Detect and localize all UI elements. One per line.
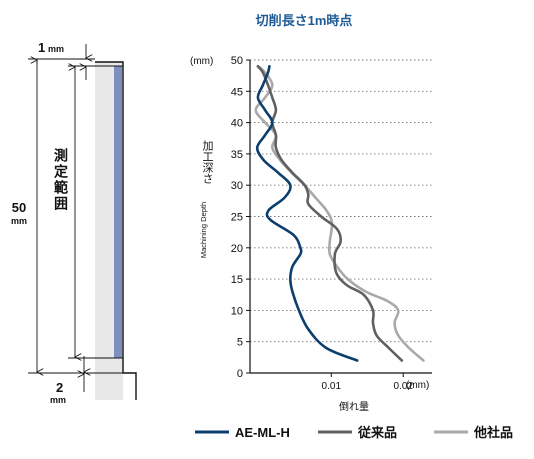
measurement-strip	[114, 66, 122, 358]
x-unit-label: (mm)	[406, 380, 429, 391]
y-tick-label: 0	[237, 368, 243, 380]
y-tick-label: 20	[231, 243, 243, 255]
y-tick-label: 45	[231, 86, 243, 98]
range-label-bg	[52, 178, 70, 244]
total-dim-unit: mm	[11, 216, 27, 226]
y-ticks: 0 5 10 15 20 25 30 35 40 45 50	[231, 55, 250, 380]
chart-title: 切削長さ1m時点	[256, 13, 353, 28]
x-tick-label: 0.02	[393, 381, 413, 392]
top-dim-value: 1	[38, 40, 45, 55]
y-tick-label: 15	[231, 274, 243, 286]
legend-label-1: 従来品	[357, 425, 397, 440]
y-tick-label: 10	[231, 305, 243, 317]
x-ticks: 0.01 0.02	[322, 373, 413, 392]
legend-label-2: 他社品	[473, 425, 513, 440]
series-line-1	[256, 65, 404, 362]
tool-diagram: 1 mm 50 mm 測定範囲 2 mm	[6, 40, 137, 405]
top-dim-unit: mm	[48, 44, 64, 54]
y-tick-label: 40	[231, 118, 243, 130]
total-dim-label-bg	[6, 196, 32, 230]
x-axis-title: 倒れ量	[339, 401, 369, 413]
y-unit-label: (mm)	[190, 56, 213, 67]
y-tick-label: 50	[231, 55, 243, 67]
x-tick-label: 0.01	[322, 381, 342, 392]
y-axis-title-ja: 加工深さ	[201, 140, 214, 184]
series-lines	[254, 65, 425, 362]
y-tick-label: 30	[231, 180, 243, 192]
y-axis-title-en: Machining Depth	[199, 202, 208, 258]
series-line-2	[254, 65, 425, 362]
chart: 切削長さ1m時点 (mm) (mm) 05101520253035404550 …	[190, 13, 432, 413]
legend-label-0: AE-ML-H	[235, 425, 290, 440]
y-tick-label: 5	[237, 337, 243, 349]
bottom-dim-value: 2	[56, 380, 63, 395]
y-tick-label: 35	[231, 149, 243, 161]
legend: AE-ML-H 従来品 他社品	[195, 425, 513, 440]
series-line-0	[255, 65, 359, 362]
gridlines	[250, 59, 432, 343]
y-tick-label: 25	[231, 212, 243, 224]
total-dim-value: 50	[12, 200, 26, 215]
bottom-dim-unit: mm	[50, 395, 66, 405]
measurement-range-label: 測定範囲	[53, 147, 69, 212]
